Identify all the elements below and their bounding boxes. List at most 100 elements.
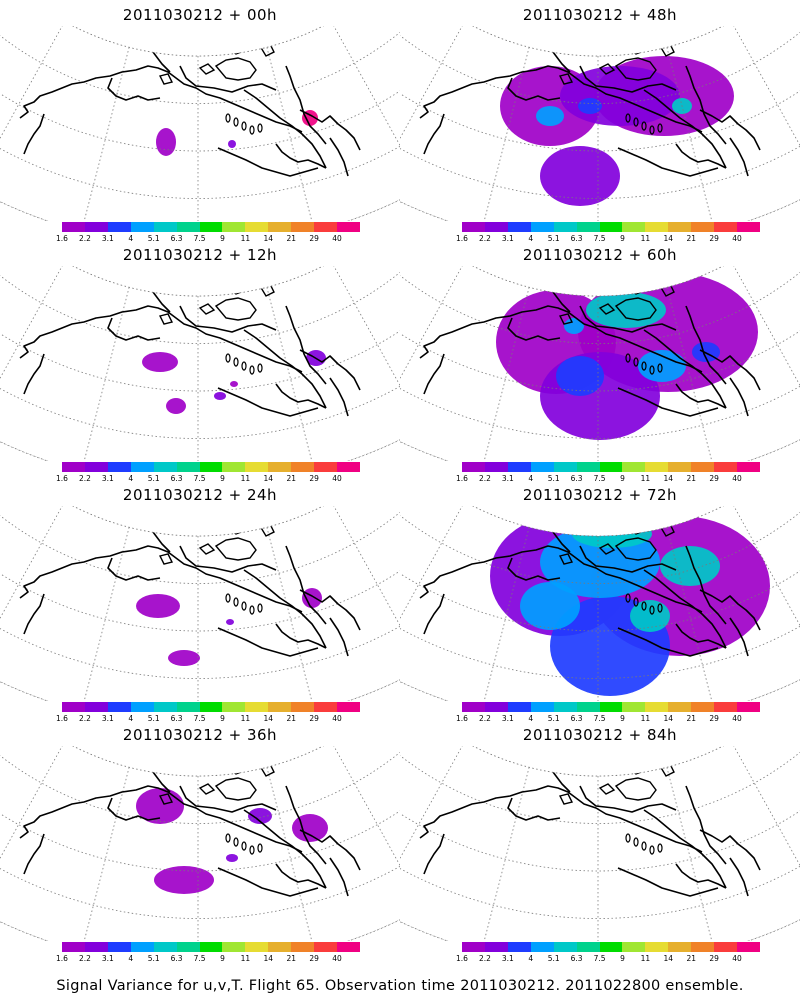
coastline [217, 627, 319, 657]
colorbar-label: 6.3 [170, 954, 183, 963]
colorbar-label: 40 [332, 234, 342, 243]
colorbar-swatch [530, 942, 554, 952]
variance-region [540, 146, 620, 206]
latitude-line [400, 746, 800, 919]
meridian-line [400, 26, 409, 119]
colorbar-label: 5.1 [147, 954, 160, 963]
colorbar-swatch [199, 942, 223, 952]
coastline [19, 545, 303, 613]
colorbar-swatch [153, 462, 177, 472]
coastline [423, 353, 445, 395]
colorbar-label: 3.1 [101, 954, 114, 963]
map-panel: 2011030212 + 84h 1.6 2.2 3.1 4 5.1 6.3 7.5 9 11 14… [400, 720, 800, 963]
coastline [285, 305, 327, 385]
colorbar-swatch [337, 462, 360, 472]
variance-region [226, 854, 238, 862]
colorbar-swatch [153, 942, 177, 952]
colorbar-label: 40 [732, 714, 742, 723]
variance-region [136, 788, 184, 824]
coastline [675, 623, 727, 649]
colorbar-swatch [62, 222, 85, 232]
latitude-line [0, 26, 400, 104]
coastline [23, 353, 45, 395]
colorbar-swatch [691, 942, 715, 952]
colorbar [462, 462, 760, 472]
colorbar-label: 2.2 [478, 474, 491, 483]
colorbar-swatch [107, 462, 131, 472]
colorbar-label: 6.3 [570, 714, 583, 723]
meridian-line [81, 767, 130, 941]
meridian-line [0, 746, 66, 908]
colorbar-swatch [691, 462, 715, 472]
colorbar-swatch [576, 702, 600, 712]
coastline [23, 113, 45, 155]
colorbar-swatch [222, 462, 246, 472]
colorbar-swatch [245, 222, 269, 232]
colorbar-swatch [268, 462, 292, 472]
coastline [243, 809, 327, 889]
variance-region [520, 582, 580, 630]
coastline [299, 589, 361, 631]
colorbar-label: 7.5 [193, 234, 206, 243]
island [158, 553, 174, 565]
colorbar-label: 9 [620, 714, 625, 723]
coastline [507, 77, 561, 101]
colorbar-swatch [484, 702, 508, 712]
coastline [275, 623, 327, 649]
colorbar-label: 1.6 [456, 954, 468, 963]
colorbar-swatch [507, 462, 531, 472]
colorbar-swatch [576, 462, 600, 472]
colorbar-label: 14 [263, 954, 274, 963]
lake [625, 113, 631, 123]
island [214, 777, 257, 801]
map-canvas [400, 506, 800, 701]
colorbar-swatch [691, 702, 715, 712]
colorbar-label: 9 [220, 474, 225, 483]
colorbar-label: 7.5 [593, 954, 606, 963]
colorbar-label: 1.6 [56, 474, 68, 483]
variance-region [230, 381, 238, 387]
meridian-line [0, 26, 66, 188]
variance-region [166, 398, 186, 414]
colorbar-label: 3.1 [501, 954, 514, 963]
map-canvas [400, 746, 800, 941]
colorbar-swatch [530, 462, 554, 472]
variance-region [142, 352, 178, 372]
colorbar-label: 21 [286, 954, 296, 963]
colorbar-swatch [691, 222, 715, 232]
meridian-line [400, 26, 466, 188]
colorbar-label: 21 [286, 474, 296, 483]
colorbar-swatch [199, 222, 223, 232]
colorbar-swatch [107, 222, 131, 232]
colorbar-swatch [645, 222, 669, 232]
colorbar-swatch [245, 942, 269, 952]
panel-title: 2011030212 + 36h [122, 726, 278, 744]
lake [257, 843, 263, 853]
colorbar-label: 6.3 [170, 474, 183, 483]
lake [625, 593, 631, 603]
coastline [699, 589, 761, 631]
colorbar-swatch [737, 462, 760, 472]
meridian-line [0, 266, 9, 359]
map-canvas [0, 26, 400, 221]
map-panel: 2011030212 + 12h 1.6 2.2 3.1 4 5.1 6.3 7.5 9 11 14… [0, 240, 400, 483]
lake [233, 357, 239, 367]
colorbar-swatch [84, 222, 108, 232]
coastline [423, 593, 445, 635]
map-border [400, 746, 800, 941]
coastline [179, 65, 277, 93]
colorbar-label: 11 [240, 474, 251, 483]
coastline [643, 89, 727, 169]
island [222, 279, 247, 295]
coastline [19, 305, 303, 373]
colorbar-swatch [599, 462, 623, 472]
colorbar-label: 40 [332, 714, 342, 723]
variance-region [578, 98, 602, 114]
variance-region [302, 110, 318, 126]
colorbar-label: 6.3 [570, 954, 583, 963]
colorbar-label: 6.3 [570, 234, 583, 243]
variance-region [226, 619, 234, 625]
latitude-line [400, 26, 800, 57]
variance-region [556, 356, 604, 396]
coastline [179, 545, 277, 573]
